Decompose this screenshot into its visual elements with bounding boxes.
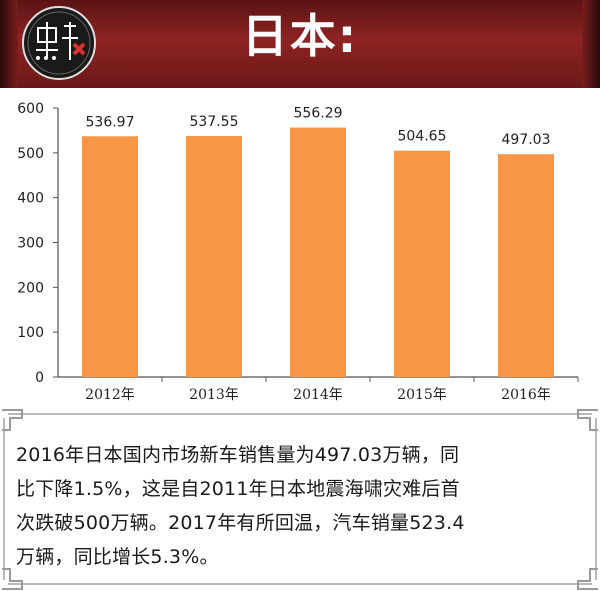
y-tick-label: 500 (17, 146, 44, 162)
bar (498, 154, 554, 377)
caption-text: 2016年日本国内市场新车销售量为497.03万辆，同 比下降1.5%，这是自2… (16, 438, 588, 574)
header-banner: 日本: (0, 0, 600, 88)
banner-fold-right (582, 0, 600, 88)
y-tick-label: 600 (17, 101, 44, 117)
x-tick-label: 2015年 (397, 387, 447, 403)
y-tick-label: 0 (35, 370, 44, 386)
chart-svg: 0 100 200 300 400 500 600 536.97 2012年 537.55 2013… (17, 101, 579, 403)
x-tick-label: 2014年 (293, 387, 343, 403)
caption-line: 比下降1.5%，这是自2011年日本地震海啸灾难后首 (16, 478, 460, 500)
y-tick-label: 100 (17, 325, 44, 341)
y-tick-label: 400 (17, 191, 44, 207)
bar (82, 136, 138, 377)
bar-chart: 0 100 200 300 400 500 600 536.97 2012年 537.55 2013… (0, 88, 600, 418)
caption-line: 次跌破500万辆。2017年有所回温，汽车销量523.4 (16, 512, 465, 534)
x-tick-label: 2012年 (85, 387, 135, 403)
caption-line: 2016年日本国内市场新车销售量为497.03万辆，同 (16, 444, 460, 466)
caption-panel: 2016年日本国内市场新车销售量为497.03万辆，同 比下降1.5%，这是自2… (0, 408, 600, 591)
data-label: 504.65 (398, 129, 447, 145)
bar (186, 135, 242, 377)
caption-line: 万辆，同比增长5.3%。 (16, 546, 219, 568)
bar (394, 150, 450, 377)
decorative-frame (2, 409, 598, 590)
brand-logo-icon (22, 6, 96, 80)
y-tick-label: 300 (17, 236, 44, 252)
x-tick-label: 2016年 (501, 387, 551, 403)
data-label: 497.03 (502, 132, 551, 148)
bar (290, 127, 346, 377)
data-label: 536.97 (86, 114, 135, 130)
x-tick-label: 2013年 (189, 387, 239, 403)
banner-fold-left (0, 0, 18, 88)
y-tick-label: 200 (17, 280, 44, 296)
data-label: 537.55 (190, 114, 239, 130)
data-label: 556.29 (294, 106, 343, 122)
page-title: 日本: (241, 9, 359, 63)
